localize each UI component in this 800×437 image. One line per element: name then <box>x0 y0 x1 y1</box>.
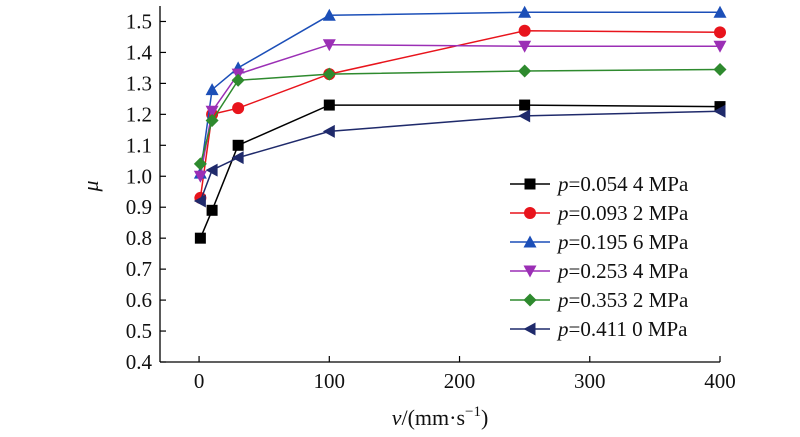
data-point <box>322 67 336 81</box>
data-point <box>518 24 531 37</box>
x-tick-label: 200 <box>444 369 476 393</box>
data-point <box>713 40 727 53</box>
series-line <box>199 43 720 177</box>
series-line <box>199 110 721 202</box>
data-point <box>205 83 219 96</box>
legend-label: p=0.093 2 MPa <box>556 201 689 225</box>
data-point <box>518 5 532 18</box>
data-point <box>518 64 532 78</box>
data-point <box>713 62 727 76</box>
legend-marker <box>523 322 536 336</box>
y-tick-label: 1.1 <box>126 133 152 157</box>
y-tick-label: 0.9 <box>126 195 152 219</box>
legend-label: p=0.411 0 MPa <box>556 317 688 341</box>
legend-label: p=0.195 6 MPa <box>556 230 689 254</box>
x-axis-title: v/(mm·s−1) <box>392 404 489 430</box>
data-point <box>232 139 244 151</box>
legend-entry: p=0.253 4 MPa <box>510 259 689 283</box>
y-tick-label: 0.4 <box>126 350 153 374</box>
series-layer <box>193 5 727 244</box>
data-point <box>322 124 335 138</box>
data-point <box>193 157 207 171</box>
legend-entry: p=0.353 2 MPa <box>510 288 689 312</box>
legend-entry: p=0.093 2 MPa <box>510 201 689 225</box>
legend-marker <box>523 293 537 307</box>
series-4 <box>193 39 727 183</box>
data-point <box>205 114 219 128</box>
legend-entry: p=0.411 0 MPa <box>510 317 688 341</box>
data-point <box>193 170 207 183</box>
y-axis-title: μ <box>78 180 103 192</box>
y-tick-label: 0.7 <box>126 257 152 281</box>
data-point <box>323 99 335 111</box>
x-tick-label: 0 <box>194 369 205 393</box>
y-tick-label: 0.8 <box>126 226 152 250</box>
data-point <box>206 204 218 216</box>
data-point <box>518 40 532 53</box>
legend: p=0.054 4 MPa p=0.093 2 MPa p=0.195 6 MPa p… <box>510 172 689 341</box>
legend-label: p=0.253 4 MPa <box>556 259 689 283</box>
data-point <box>231 73 245 87</box>
data-point <box>231 151 244 165</box>
y-tick-label: 0.5 <box>126 319 152 343</box>
axis-labels: v/(mm·s−1) μ <box>78 180 488 430</box>
y-tick-label: 1.4 <box>126 40 153 64</box>
y-tick-label: 0.6 <box>126 288 152 312</box>
legend-marker <box>524 178 536 190</box>
legend-marker <box>523 235 537 248</box>
data-point <box>518 109 531 123</box>
data-point <box>205 105 219 118</box>
x-tick-label: 100 <box>314 369 346 393</box>
y-tick-label: 1.5 <box>126 9 152 33</box>
data-point <box>232 102 245 115</box>
legend-entry: p=0.195 6 MPa <box>510 230 689 254</box>
y-tick-label: 1.0 <box>126 164 152 188</box>
data-point <box>714 26 726 39</box>
data-point <box>519 99 531 111</box>
data-point <box>322 8 336 21</box>
y-tick-label: 1.2 <box>126 102 152 126</box>
x-tick-label: 300 <box>574 369 606 393</box>
legend-marker <box>524 207 536 219</box>
series-5 <box>193 62 727 171</box>
series-6 <box>193 104 726 208</box>
data-point <box>194 232 206 244</box>
data-point <box>713 104 726 118</box>
series-line <box>199 11 720 174</box>
data-point <box>193 194 206 208</box>
x-tick-label: 400 <box>704 369 736 393</box>
legend-marker <box>523 265 537 278</box>
series-1 <box>194 99 726 244</box>
y-tick-label: 1.3 <box>126 71 152 95</box>
series-line <box>199 68 721 165</box>
data-point <box>714 101 726 113</box>
legend-label: p=0.054 4 MPa <box>556 172 689 196</box>
data-point <box>322 39 336 52</box>
data-point <box>205 163 218 177</box>
legend-entry: p=0.054 4 MPa <box>510 172 689 196</box>
legend-label: p=0.353 2 MPa <box>556 288 689 312</box>
axes: 0.4 0.5 0.6 0.7 0.8 0.9 1.0 1.1 1.2 1.3 1.4 1.5 0 100… <box>126 6 736 393</box>
data-point <box>713 5 727 18</box>
